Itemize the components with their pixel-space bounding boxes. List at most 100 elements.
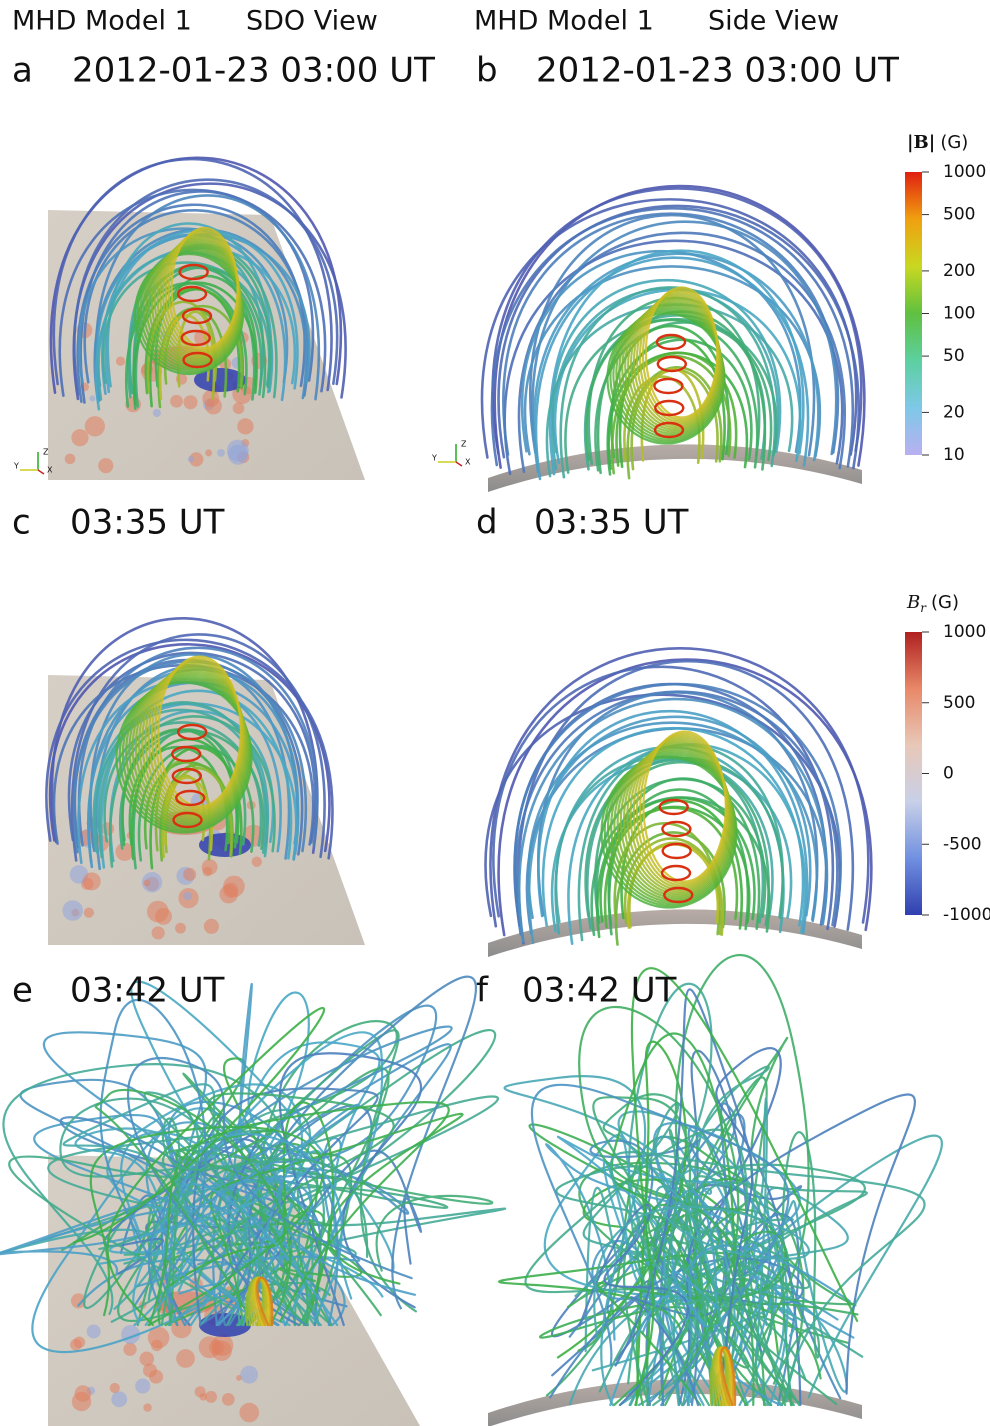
polarity-patch <box>219 885 238 904</box>
column-view: SDO View <box>246 6 378 37</box>
polarity-patch <box>143 1403 152 1412</box>
axis-triad-label: Z <box>461 440 467 449</box>
colorbar-title: |B|(G) <box>907 132 968 153</box>
polarity-patch <box>153 409 161 417</box>
colorbar-subscript: r <box>920 601 927 615</box>
polarity-patch <box>227 440 249 462</box>
polarity-patch <box>70 1339 82 1351</box>
polarity-patch <box>183 892 192 901</box>
panel-letter: e <box>12 971 33 1011</box>
panel-time: 03:42 UT <box>522 971 677 1011</box>
polarity-patch <box>89 395 95 401</box>
polarity-patch <box>233 402 245 414</box>
colorbar-tick-label: 100 <box>943 304 975 324</box>
colorbars: |B|(G)1000500200100502010Br(G)10005000-5… <box>905 132 990 925</box>
colorbar-tick-label: 500 <box>943 205 975 225</box>
colorbar-title: Br (G) <box>906 592 959 615</box>
colorbar-tick-label: 200 <box>943 261 975 281</box>
colorbar-symbol: B <box>906 592 920 613</box>
panel-b: Z Y X <box>431 186 864 492</box>
polarity-patch <box>71 429 88 446</box>
polarity-patch <box>116 357 125 366</box>
panel-letter: c <box>12 503 31 543</box>
polarity-patch <box>176 1349 195 1368</box>
panel-time: 03:35 UT <box>70 503 225 543</box>
panel-c <box>46 618 365 945</box>
core-twist <box>663 844 691 858</box>
column-model: MHD Model 1 <box>12 6 192 37</box>
polarity-patch <box>237 418 253 434</box>
polarity-patch <box>202 859 218 875</box>
colorbar-tick-label: 0 <box>943 764 954 784</box>
panel-f <box>488 955 942 1426</box>
polarity-patch <box>188 456 194 462</box>
polarity-patch <box>62 900 83 921</box>
polarity-patch <box>222 1393 235 1406</box>
figure: ZYXZYX MHD Model 1 SDO View MHD Model 1 … <box>0 0 990 1426</box>
panel-time: 03:42 UT <box>70 971 225 1011</box>
colorbar <box>905 632 922 915</box>
axis-triad-label: Z <box>43 448 49 457</box>
panel-letter: d <box>476 503 498 543</box>
polarity-patch <box>87 1324 101 1338</box>
column-model: MHD Model 1 <box>474 6 654 37</box>
panel-letter: a <box>12 51 33 91</box>
polarity-patch <box>83 872 101 890</box>
polarity-patch <box>143 880 150 887</box>
polarity-patch <box>217 449 225 457</box>
panel-letter: f <box>476 971 489 1011</box>
polarity-patch <box>152 926 165 939</box>
polarity-patch <box>239 1403 259 1423</box>
colorbar-tick-label: -1000 <box>943 905 990 925</box>
colorbar-tick-label: -500 <box>943 834 982 854</box>
colorbar-symbol: |B| <box>907 132 935 153</box>
polarity-patch <box>147 901 169 923</box>
polarity-patch <box>252 857 262 867</box>
polarity-patch <box>212 1341 232 1361</box>
axis-x <box>38 470 44 474</box>
colorbar-tick-label: 20 <box>943 402 965 422</box>
column-view: Side View <box>708 6 839 37</box>
polarity-patch <box>204 919 219 934</box>
panel-e <box>0 977 505 1426</box>
panel-d <box>486 648 872 957</box>
polarity-patch <box>135 1379 150 1394</box>
polarity-patch <box>84 907 94 917</box>
core-twist <box>654 379 682 393</box>
polarity-patch <box>75 1385 92 1402</box>
axis-triad-label: X <box>47 466 53 475</box>
polarity-patch <box>240 1366 258 1384</box>
panel-time: 2012-01-23 03:00 UT <box>72 51 435 91</box>
polarity-patch <box>101 822 114 835</box>
colorbar-tick-label: 50 <box>943 346 965 366</box>
colorbar <box>905 172 922 455</box>
colorbar-tick-label: 10 <box>943 445 965 465</box>
colorbar-tick-label: 1000 <box>943 622 986 642</box>
polarity-patch <box>139 1352 154 1367</box>
axis-triad-label: X <box>465 458 471 467</box>
polarity-patch <box>175 923 186 934</box>
axis-triad-label: Y <box>431 454 437 463</box>
colorbar-tick-label: 1000 <box>943 162 986 182</box>
polarity-patch <box>111 1391 127 1407</box>
panel-a: Z Y X <box>13 158 365 480</box>
polarity-patch <box>205 1391 217 1403</box>
panel-letter: b <box>476 51 498 91</box>
colorbar-unit: (G) <box>940 132 968 153</box>
polarity-patch <box>183 868 196 881</box>
axis-x <box>456 462 462 466</box>
polarity-patch <box>205 449 212 456</box>
polarity-patch <box>85 416 105 436</box>
axis-triad-label: Y <box>13 462 19 471</box>
polarity-patch <box>123 1343 136 1356</box>
polarity-patch <box>149 1370 163 1384</box>
colorbar-unit: (G) <box>931 592 959 613</box>
panel-time: 03:35 UT <box>534 503 689 543</box>
polarity-patch <box>65 454 76 465</box>
polarity-patch <box>98 458 113 473</box>
polarity-patch <box>183 395 197 409</box>
panel-time: 2012-01-23 03:00 UT <box>536 51 899 91</box>
colorbar-tick-label: 500 <box>943 693 975 713</box>
polarity-patch <box>170 395 183 408</box>
